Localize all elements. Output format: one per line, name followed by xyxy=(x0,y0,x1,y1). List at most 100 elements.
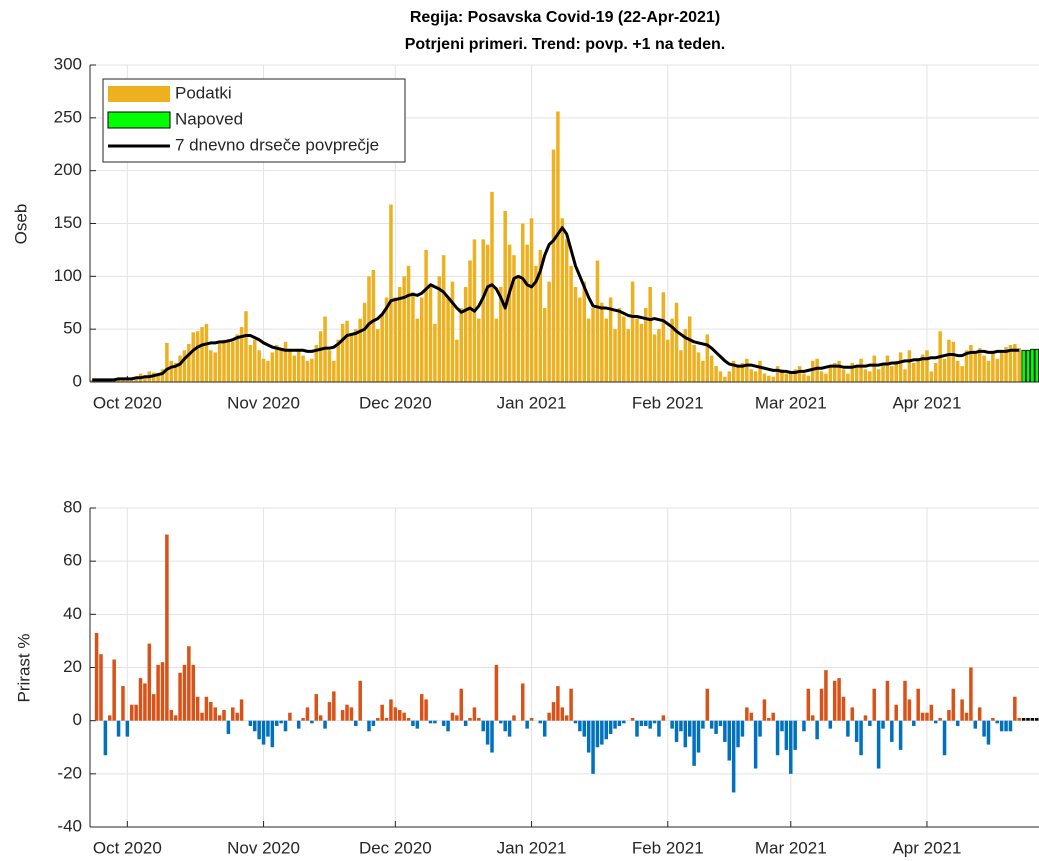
bar xyxy=(604,720,608,740)
bar xyxy=(116,720,121,737)
bar xyxy=(402,276,406,382)
bar xyxy=(745,358,749,382)
bar xyxy=(191,664,196,721)
bar xyxy=(433,720,437,724)
bar xyxy=(415,720,420,729)
line xyxy=(92,226,1020,382)
bar xyxy=(639,323,644,382)
bar xyxy=(419,297,424,382)
bar xyxy=(494,318,499,382)
bar xyxy=(758,360,762,382)
bar xyxy=(573,286,578,382)
bar xyxy=(749,369,753,382)
bar xyxy=(529,218,534,382)
bar xyxy=(433,323,437,382)
bar xyxy=(178,672,182,721)
bar xyxy=(832,362,837,382)
bar xyxy=(556,686,560,721)
bar xyxy=(749,712,753,721)
bar xyxy=(841,369,846,382)
bar xyxy=(468,260,472,382)
bar xyxy=(762,373,767,382)
bar xyxy=(854,720,859,742)
bar xyxy=(709,355,714,382)
bar xyxy=(600,720,604,745)
bar xyxy=(982,355,986,382)
bar xyxy=(129,704,134,721)
bar xyxy=(1004,347,1008,382)
bar xyxy=(477,718,481,721)
bar xyxy=(912,720,916,726)
bar xyxy=(841,696,846,721)
y-tick-label: -20 xyxy=(57,763,82,782)
bar xyxy=(204,323,209,382)
bar xyxy=(209,350,213,382)
bar xyxy=(991,352,995,382)
bar xyxy=(674,302,679,382)
bar xyxy=(591,720,595,774)
bar xyxy=(376,329,380,382)
bar xyxy=(380,313,384,382)
bar xyxy=(727,720,732,761)
bar xyxy=(389,204,393,382)
bar xyxy=(362,302,367,382)
bar xyxy=(630,718,635,721)
bar xyxy=(999,720,1004,732)
bar xyxy=(231,341,235,382)
bar xyxy=(714,720,718,734)
x-tick-label: Oct 2020 xyxy=(93,393,162,412)
bar xyxy=(507,720,512,737)
bar xyxy=(1021,718,1026,721)
bar xyxy=(292,355,297,382)
bar xyxy=(890,720,894,742)
bar xyxy=(99,654,103,721)
y-tick-label: -40 xyxy=(57,816,82,835)
bar xyxy=(485,720,490,745)
bar xyxy=(1017,348,1021,382)
bar xyxy=(753,720,758,769)
bar xyxy=(718,371,723,382)
bar xyxy=(1021,349,1026,383)
bar xyxy=(973,720,978,729)
bar xyxy=(933,720,938,724)
bar xyxy=(828,366,833,382)
bar xyxy=(714,366,718,382)
bar xyxy=(604,318,608,382)
chart-title: Regija: Posavska Covid-19 (22-Apr-2021) xyxy=(410,9,720,26)
bar xyxy=(819,688,824,721)
bar xyxy=(112,659,116,721)
bar xyxy=(1030,348,1035,383)
bar xyxy=(692,345,696,382)
bar xyxy=(1008,720,1013,732)
bar xyxy=(872,355,877,382)
bar xyxy=(226,339,231,382)
bar xyxy=(551,702,556,721)
y-tick-label: 0 xyxy=(73,371,82,390)
bar xyxy=(920,354,925,382)
bar xyxy=(349,707,354,721)
bar xyxy=(160,662,165,721)
bar xyxy=(521,223,525,382)
bar xyxy=(771,712,775,721)
bar xyxy=(802,373,806,382)
bar xyxy=(868,371,872,382)
bar xyxy=(885,680,890,721)
bar xyxy=(165,342,169,382)
bar xyxy=(406,718,411,721)
legend-label: 7 dnevno drseče povprečje xyxy=(175,135,379,154)
bar xyxy=(222,710,226,721)
bar xyxy=(301,355,305,382)
bar xyxy=(270,352,275,382)
bar xyxy=(248,345,253,382)
bar xyxy=(767,375,771,382)
bar xyxy=(424,699,428,721)
bar xyxy=(846,720,850,737)
bar xyxy=(696,352,701,382)
bar xyxy=(222,339,226,382)
bar xyxy=(991,718,995,721)
bar xyxy=(564,239,569,382)
bar xyxy=(441,720,446,726)
bar xyxy=(854,366,859,382)
bar xyxy=(701,360,705,382)
bar xyxy=(340,323,345,382)
